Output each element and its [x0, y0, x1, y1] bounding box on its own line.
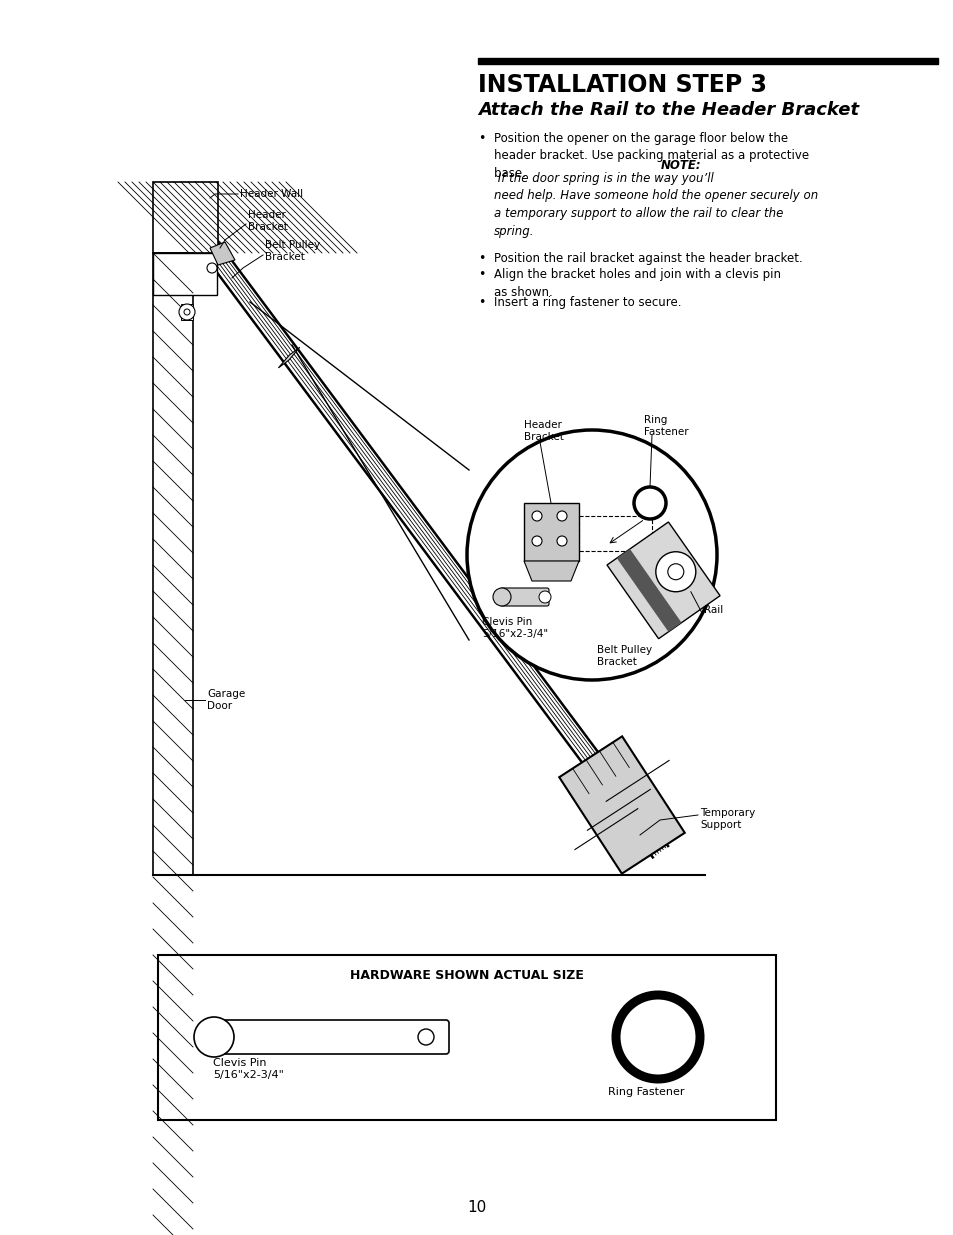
Text: Ring
Fastener: Ring Fastener: [643, 415, 688, 437]
Text: Insert a ring fastener to secure.: Insert a ring fastener to secure.: [494, 296, 680, 309]
Circle shape: [667, 563, 683, 579]
Text: Header Wall: Header Wall: [240, 189, 303, 199]
Text: 10: 10: [467, 1200, 486, 1215]
Text: Belt Pulley
Bracket: Belt Pulley Bracket: [597, 645, 652, 667]
Circle shape: [616, 995, 700, 1079]
Text: Position the rail bracket against the header bracket.: Position the rail bracket against the he…: [494, 252, 801, 266]
Circle shape: [634, 487, 665, 519]
Text: •: •: [477, 296, 485, 309]
Text: Temporary
Support: Temporary Support: [700, 808, 755, 830]
Text: •: •: [477, 252, 485, 266]
FancyBboxPatch shape: [213, 1020, 449, 1053]
Text: If the door spring is in the way you’ll
need help. Have someone hold the opener : If the door spring is in the way you’ll …: [494, 172, 818, 237]
Bar: [181, 304, 193, 320]
Circle shape: [655, 552, 695, 592]
Text: Align the bracket holes and join with a clevis pin
as shown.: Align the bracket holes and join with a …: [494, 268, 781, 299]
Circle shape: [557, 511, 566, 521]
Text: Position the opener on the garage floor below the
header bracket. Use packing ma: Position the opener on the garage floor …: [494, 132, 808, 180]
Text: •: •: [477, 132, 485, 144]
Circle shape: [179, 304, 194, 320]
Text: INSTALLATION STEP 3: INSTALLATION STEP 3: [477, 73, 766, 98]
Circle shape: [417, 1029, 434, 1045]
Polygon shape: [523, 561, 578, 580]
Text: •: •: [477, 268, 485, 282]
Text: HARDWARE SHOWN ACTUAL SIZE: HARDWARE SHOWN ACTUAL SIZE: [350, 969, 583, 982]
Text: Garage
Door: Garage Door: [207, 689, 245, 711]
Bar: [158, 955, 775, 1120]
Text: Clevis Pin
5/16"x2-3/4": Clevis Pin 5/16"x2-3/4": [213, 1058, 284, 1079]
Text: Header
Bracket: Header Bracket: [248, 210, 288, 232]
Polygon shape: [606, 522, 720, 638]
Bar: [152, 253, 193, 876]
Circle shape: [532, 511, 541, 521]
Text: Rail: Rail: [703, 605, 722, 615]
Bar: [152, 182, 218, 253]
Text: Attach the Rail to the Header Bracket: Attach the Rail to the Header Bracket: [477, 101, 859, 119]
Polygon shape: [558, 736, 684, 873]
Polygon shape: [278, 347, 299, 368]
Circle shape: [557, 536, 566, 546]
Bar: [477, 58, 937, 64]
Text: Clevis Pin
5/16"x2-3/4": Clevis Pin 5/16"x2-3/4": [481, 618, 548, 640]
FancyBboxPatch shape: [499, 588, 548, 606]
Text: NOTE:: NOTE:: [660, 159, 700, 172]
Circle shape: [538, 592, 551, 603]
Circle shape: [532, 536, 541, 546]
Circle shape: [184, 309, 190, 315]
Circle shape: [207, 263, 216, 273]
Text: Header
Bracket: Header Bracket: [523, 420, 563, 442]
Text: Belt Pulley
Bracket: Belt Pulley Bracket: [265, 240, 320, 262]
Bar: [578, 516, 651, 551]
Polygon shape: [210, 242, 234, 266]
Polygon shape: [617, 548, 680, 632]
Circle shape: [493, 588, 511, 606]
Bar: [152, 182, 218, 253]
Circle shape: [193, 1016, 233, 1057]
Text: Ring Fastener: Ring Fastener: [607, 1087, 683, 1097]
Bar: [523, 503, 578, 561]
Circle shape: [467, 430, 717, 680]
Bar: [152, 253, 216, 295]
